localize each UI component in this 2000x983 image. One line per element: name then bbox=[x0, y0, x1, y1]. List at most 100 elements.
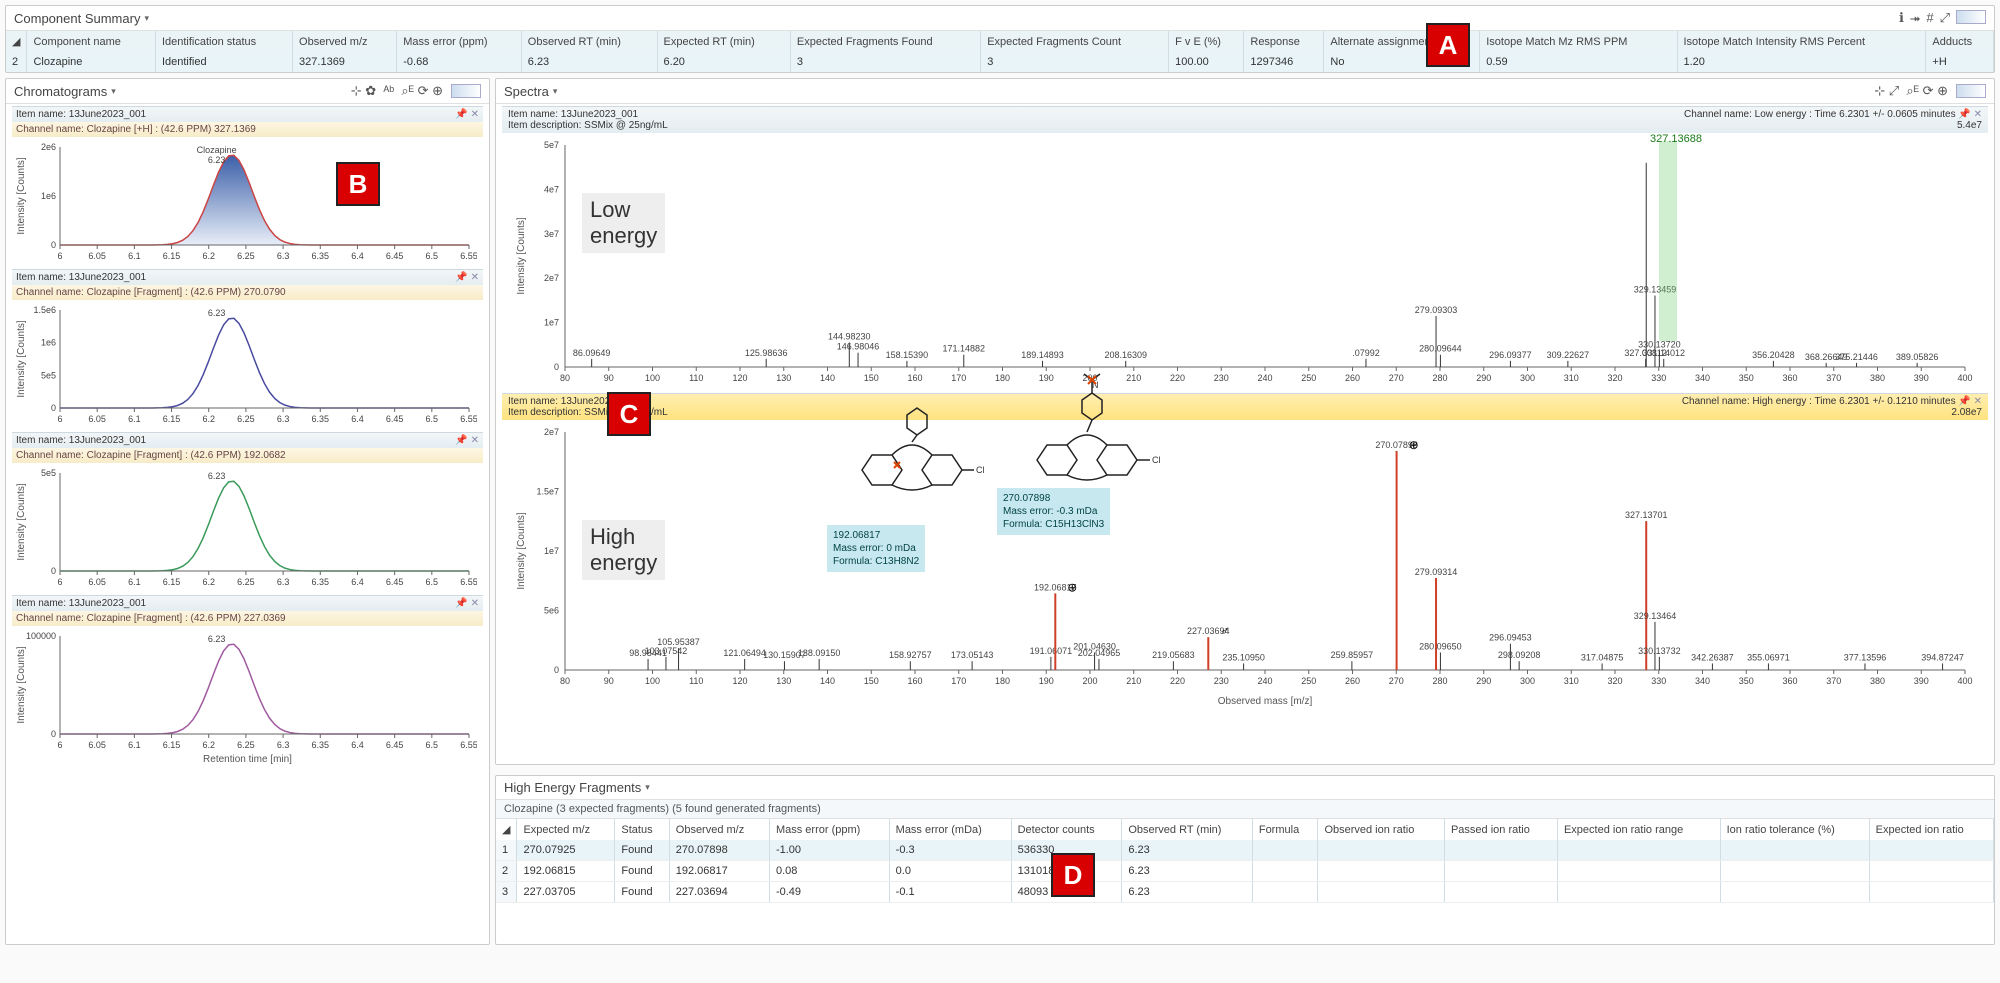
col-header[interactable]: Expected ion ratio bbox=[1869, 819, 1993, 840]
svg-text:150: 150 bbox=[864, 373, 879, 383]
col-header[interactable]: Mass error (ppm) bbox=[769, 819, 889, 840]
col-header[interactable]: Observed ion ratio bbox=[1318, 819, 1445, 840]
table-row[interactable]: 1270.07925Found270.07898-1.00-0.35363306… bbox=[496, 840, 1994, 861]
col-header[interactable]: Observed RT (min) bbox=[1122, 819, 1253, 840]
window-controls[interactable] bbox=[1956, 84, 1986, 98]
svg-text:330.13732: 330.13732 bbox=[1638, 646, 1681, 656]
col-header[interactable]: Expected ion ratio range bbox=[1557, 819, 1720, 840]
svg-text:298.09208: 298.09208 bbox=[1498, 650, 1541, 660]
col-header[interactable]: Mass error (mDa) bbox=[889, 819, 1011, 840]
svg-text:327.13701: 327.13701 bbox=[1625, 510, 1668, 520]
annotation-b: B bbox=[336, 162, 380, 206]
cell: -0.49 bbox=[769, 882, 889, 903]
svg-text:219.05683: 219.05683 bbox=[1152, 650, 1195, 660]
svg-text:380: 380 bbox=[1870, 373, 1885, 383]
chromatograms-title[interactable]: Chromatograms▾ bbox=[14, 84, 351, 99]
svg-text:6.55: 6.55 bbox=[460, 251, 477, 261]
svg-text:6.2: 6.2 bbox=[202, 740, 215, 750]
spectra-title[interactable]: Spectra▾ bbox=[504, 84, 1874, 99]
col-header[interactable]: Expected m/z bbox=[517, 819, 615, 840]
low-energy-svg[interactable]: 8090100110120130140150160170180190200210… bbox=[502, 133, 1988, 393]
svg-text:1e6: 1e6 bbox=[41, 338, 56, 348]
spec-ymax: 2.08e7 bbox=[1951, 407, 1982, 418]
sort-icon[interactable]: ◢ bbox=[496, 819, 517, 840]
col-header[interactable]: Ion ratio tolerance (%) bbox=[1720, 819, 1869, 840]
spectra-toolbar[interactable]: ⊹ ⤢ ⌕ᴱ ⟳ ⊕ bbox=[1874, 83, 1948, 99]
col-header[interactable]: Passed ion ratio bbox=[1444, 819, 1557, 840]
structure-2-info: 270.07898Mass error: -0.3 mDaFormula: C1… bbox=[997, 488, 1110, 535]
window-controls[interactable] bbox=[1956, 10, 1986, 24]
col-header[interactable]: Observed RT (min) bbox=[521, 31, 657, 52]
col-header[interactable]: Expected Fragments Found bbox=[790, 31, 980, 52]
col-header[interactable]: Response bbox=[1244, 31, 1324, 52]
cell: +H bbox=[1926, 52, 1994, 72]
svg-text:3e7: 3e7 bbox=[544, 229, 559, 239]
svg-text:6.15: 6.15 bbox=[163, 251, 181, 261]
svg-text:1e6: 1e6 bbox=[41, 191, 56, 201]
cell: 100.00 bbox=[1169, 52, 1244, 72]
col-header[interactable]: Adducts bbox=[1926, 31, 1994, 52]
window-controls[interactable] bbox=[451, 84, 481, 98]
share-icon[interactable]: ⯮ bbox=[1910, 10, 1920, 26]
svg-text:6.23: 6.23 bbox=[208, 634, 226, 644]
expand-icon[interactable]: ⤢ bbox=[1940, 10, 1950, 26]
cell: 6.23 bbox=[1122, 840, 1253, 861]
cell: 3 bbox=[981, 52, 1169, 72]
svg-text:340: 340 bbox=[1695, 676, 1710, 686]
svg-text:280: 280 bbox=[1432, 676, 1447, 686]
svg-text:320: 320 bbox=[1607, 373, 1622, 383]
col-header[interactable]: Expected Fragments Count bbox=[981, 31, 1169, 52]
col-header[interactable]: Identification status bbox=[155, 31, 292, 52]
svg-text:6.15: 6.15 bbox=[163, 414, 181, 424]
svg-text:6.3: 6.3 bbox=[277, 414, 290, 424]
col-header[interactable]: Component name bbox=[27, 31, 155, 52]
annotation-d: D bbox=[1051, 853, 1095, 897]
svg-text:170: 170 bbox=[951, 676, 966, 686]
svg-text:6.45: 6.45 bbox=[386, 251, 404, 261]
chrom-svg[interactable]: 66.056.16.156.26.256.36.356.46.456.56.55… bbox=[12, 626, 477, 756]
svg-text:230: 230 bbox=[1214, 373, 1229, 383]
col-header[interactable]: Expected RT (min) bbox=[657, 31, 790, 52]
info-icon[interactable]: ℹ bbox=[1899, 10, 1904, 26]
cell: 6.20 bbox=[657, 52, 790, 72]
col-header[interactable]: F v E (%) bbox=[1169, 31, 1244, 52]
table-row[interactable]: 2192.06815Found192.068170.080.01310186.2… bbox=[496, 861, 1994, 882]
col-header[interactable]: Detector counts bbox=[1011, 819, 1122, 840]
col-header[interactable]: Isotope Match Intensity RMS Percent bbox=[1677, 31, 1926, 52]
cell bbox=[1869, 882, 1993, 903]
cell: 327.1369 bbox=[293, 52, 397, 72]
col-header[interactable]: Observed m/z bbox=[293, 31, 397, 52]
table-row[interactable]: 3227.03705Found227.03694-0.49-0.1480936.… bbox=[496, 882, 1994, 903]
svg-text:1e7: 1e7 bbox=[544, 318, 559, 328]
svg-text:290: 290 bbox=[1476, 676, 1491, 686]
cell: 227.03705 bbox=[517, 882, 615, 903]
sort-icon[interactable]: ◢ bbox=[6, 31, 27, 52]
col-header[interactable]: Mass error (ppm) bbox=[397, 31, 522, 52]
fragments-title[interactable]: High Energy Fragments▾ bbox=[504, 780, 1986, 795]
hash-icon[interactable]: # bbox=[1926, 10, 1933, 26]
svg-text:100: 100 bbox=[645, 676, 660, 686]
component-summary-title[interactable]: Component Summary▾ bbox=[14, 11, 1899, 26]
high-energy-svg[interactable]: 8090100110120130140150160170180190200210… bbox=[502, 420, 1988, 710]
chrom-svg[interactable]: 66.056.16.156.26.256.36.356.46.456.56.55… bbox=[12, 300, 477, 430]
cell bbox=[1444, 840, 1557, 861]
col-header[interactable]: Isotope Match Mz RMS PPM bbox=[1480, 31, 1677, 52]
col-header[interactable]: Formula bbox=[1252, 819, 1318, 840]
svg-text:6.25: 6.25 bbox=[237, 251, 255, 261]
svg-text:Intensity [Counts]: Intensity [Counts] bbox=[16, 157, 27, 234]
col-header[interactable]: Status bbox=[615, 819, 669, 840]
chromatogram-0: Item name: 13June2023_001📌 ✕Channel name… bbox=[12, 106, 483, 267]
svg-text:350: 350 bbox=[1739, 373, 1754, 383]
svg-text:86.09649: 86.09649 bbox=[573, 348, 611, 358]
chrom-svg[interactable]: 66.056.16.156.26.256.36.356.46.456.56.55… bbox=[12, 137, 477, 267]
svg-text:125.98636: 125.98636 bbox=[745, 348, 788, 358]
svg-text:6.3: 6.3 bbox=[277, 577, 290, 587]
svg-text:6.2: 6.2 bbox=[202, 251, 215, 261]
chrom-toolbar[interactable]: ⊹ ✿ ᴬᵇ ⌕ᴱ ⟳ ⊕ bbox=[351, 83, 443, 99]
svg-text:0: 0 bbox=[51, 240, 56, 250]
svg-text:296.09377: 296.09377 bbox=[1489, 350, 1532, 360]
chrom-svg[interactable]: 66.056.16.156.26.256.36.356.46.456.56.55… bbox=[12, 463, 477, 593]
cell bbox=[1252, 840, 1318, 861]
table-row[interactable]: 2ClozapineIdentified327.1369-0.686.236.2… bbox=[6, 52, 1994, 72]
col-header[interactable]: Observed m/z bbox=[669, 819, 769, 840]
